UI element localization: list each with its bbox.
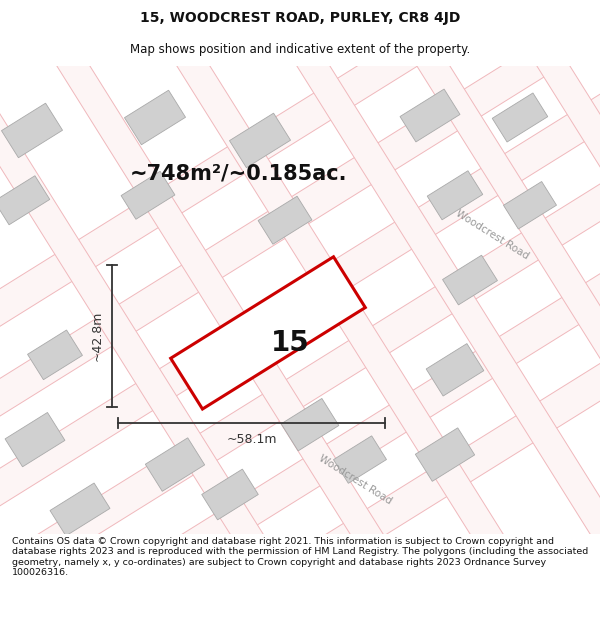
Polygon shape — [121, 171, 175, 219]
Polygon shape — [0, 0, 600, 398]
Polygon shape — [0, 176, 50, 225]
Text: Contains OS data © Crown copyright and database right 2021. This information is : Contains OS data © Crown copyright and d… — [12, 537, 588, 578]
Polygon shape — [124, 90, 185, 145]
Polygon shape — [0, 291, 600, 625]
Polygon shape — [229, 113, 290, 168]
Text: ~42.8m: ~42.8m — [91, 311, 104, 361]
Polygon shape — [0, 0, 377, 625]
Polygon shape — [202, 469, 259, 520]
Text: 15: 15 — [271, 329, 310, 357]
Polygon shape — [426, 344, 484, 396]
Polygon shape — [423, 0, 600, 625]
Text: Woodcrest Road: Woodcrest Road — [317, 453, 394, 506]
Polygon shape — [334, 436, 386, 483]
Polygon shape — [183, 0, 600, 625]
Polygon shape — [28, 330, 82, 380]
Polygon shape — [303, 0, 600, 625]
Polygon shape — [400, 89, 460, 142]
Polygon shape — [415, 428, 475, 481]
Polygon shape — [492, 93, 548, 142]
Polygon shape — [281, 399, 339, 451]
Polygon shape — [50, 483, 110, 536]
Polygon shape — [1, 103, 62, 158]
Polygon shape — [0, 0, 600, 488]
Polygon shape — [258, 196, 312, 244]
Polygon shape — [0, 0, 497, 625]
Polygon shape — [503, 181, 556, 229]
Polygon shape — [63, 0, 600, 625]
Polygon shape — [443, 255, 497, 305]
Polygon shape — [0, 112, 600, 625]
Text: 15, WOODCREST ROAD, PURLEY, CR8 4JD: 15, WOODCREST ROAD, PURLEY, CR8 4JD — [140, 11, 460, 26]
Polygon shape — [145, 438, 205, 491]
Text: Map shows position and indicative extent of the property.: Map shows position and indicative extent… — [130, 42, 470, 56]
Polygon shape — [427, 171, 483, 220]
Text: ~748m²/~0.185ac.: ~748m²/~0.185ac. — [130, 163, 347, 183]
Polygon shape — [0, 202, 600, 625]
Polygon shape — [0, 22, 600, 578]
Text: ~58.1m: ~58.1m — [226, 433, 277, 446]
Text: Woodcrest Road: Woodcrest Road — [454, 209, 530, 262]
Polygon shape — [5, 412, 65, 467]
Polygon shape — [170, 257, 365, 409]
